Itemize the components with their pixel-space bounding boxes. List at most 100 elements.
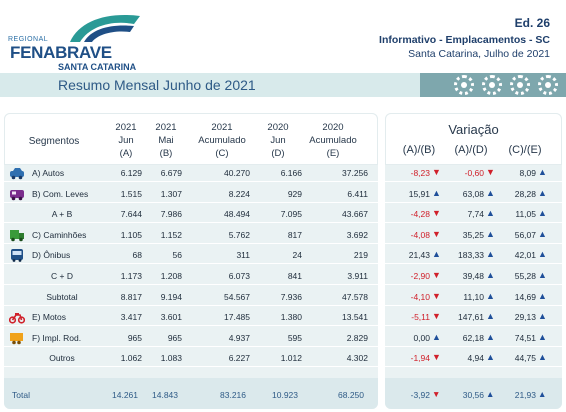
row-divider <box>385 201 562 203</box>
row-divider <box>4 366 378 368</box>
variation-cell: -1,94 <box>410 353 430 364</box>
value-cell: 7.986 <box>160 209 182 220</box>
value-cell: 37.256 <box>342 168 368 178</box>
variation-cell: 56,07 <box>514 229 536 240</box>
value-cell: 47.578 <box>342 291 368 302</box>
header-var-ad: (A)/(D) <box>454 144 488 156</box>
arrow-up-icon: ▲ <box>538 187 547 198</box>
arrow-up-icon: ▲ <box>486 352 495 363</box>
arrow-up-icon: ▲ <box>538 270 547 280</box>
row-divider <box>4 201 378 203</box>
logo-regional: REGIONAL <box>8 36 49 43</box>
value-cell: 4.302 <box>346 353 368 364</box>
value-cell: 9.194 <box>160 291 182 302</box>
header-col-b: 2021 Mai (B) <box>155 122 177 159</box>
header-segments: Segmentos <box>28 136 80 147</box>
header-var-ab: (A)/(B) <box>402 144 436 156</box>
row-divider <box>385 325 562 327</box>
arrow-up-icon: ▲ <box>486 208 495 219</box>
row-divider <box>385 284 562 285</box>
value-cell: 40.270 <box>224 168 250 178</box>
variation-cell: 42,01 <box>514 250 536 261</box>
arrow-down-icon: ▼ <box>432 352 441 363</box>
value-cell: 13.541 <box>342 312 368 323</box>
table-row: B) Com. Leves 1.515 1.307 8.224 929 6.411 15,9… <box>4 186 562 203</box>
header-col-e: 2020 Acumulado (E) <box>309 122 357 159</box>
arrow-up-icon: ▲ <box>538 389 547 399</box>
total-e: 68.250 <box>338 390 364 400</box>
variation-cell: 15,91 <box>408 188 430 199</box>
table-row: C) Caminhões 1.105 1.152 5.762 817 3.692 -4,08… <box>4 227 562 244</box>
value-cell: 8.224 <box>228 188 250 199</box>
variation-cell: 55,28 <box>514 271 536 281</box>
value-cell: 3.911 <box>347 271 368 281</box>
place-date: Santa Catarina, Julho de 2021 <box>408 48 550 60</box>
row-divider <box>385 263 562 265</box>
value-cell: 6.166 <box>280 168 302 178</box>
variation-cell: -4,10 <box>410 291 430 302</box>
variation-cell: -8,23 <box>410 168 430 178</box>
table-row: D) Ônibus 68 56 311 24 219 21,43 ▲ 183,33 ▲ 42,01 ▲ <box>4 247 562 265</box>
table-row: C + D 1.173 1.208 6.073 841 3.911 -2,90 ▼ 39,48 ▲… <box>4 268 562 285</box>
variation-cell: 21,43 <box>408 250 430 261</box>
value-cell: 841 <box>287 271 302 281</box>
segment-label: C) Caminhões <box>32 229 87 240</box>
row-divider <box>4 242 378 244</box>
gear-icon <box>454 75 474 95</box>
variation-cell: 28,28 <box>514 188 536 199</box>
value-cell: 6.227 <box>228 353 250 364</box>
table-row: Outros 1.062 1.083 6.227 1.012 4.302 -1,94 ▼ 4,9… <box>4 350 562 368</box>
motorcycle-icon <box>8 310 26 324</box>
variation-cell: 44,75 <box>514 353 536 364</box>
value-cell: 7.095 <box>280 209 302 220</box>
variation-cell: -4,08 <box>410 229 430 240</box>
arrow-up-icon: ▲ <box>486 331 495 342</box>
table-row: A) Autos 6.129 6.679 40.270 6.166 37.256 -8,23… <box>4 165 562 182</box>
row-divider <box>385 366 562 368</box>
truck-icon <box>9 228 25 242</box>
value-cell: 595 <box>287 332 302 343</box>
row-divider <box>4 181 378 182</box>
value-cell: 68 <box>132 250 142 261</box>
row-divider <box>4 284 378 285</box>
variation-cell: 4,94 <box>467 353 484 364</box>
value-cell: 24 <box>292 250 302 261</box>
table-row: F) Impl. Rod. 965 965 4.937 595 2.829 0,00 ▲ 62,… <box>4 330 562 347</box>
arrow-down-icon: ▼ <box>432 208 441 219</box>
arrow-up-icon: ▲ <box>538 290 547 301</box>
value-cell: 1.307 <box>160 188 182 199</box>
variation-cell: 39,48 <box>462 271 484 281</box>
data-panel <box>4 113 378 409</box>
value-cell: 6.129 <box>120 168 142 178</box>
total-var-ce: 21,93 <box>514 390 536 400</box>
variation-cell: -0,60 <box>464 168 484 178</box>
variation-cell: 63,08 <box>462 188 484 199</box>
logo-name: FENABRAVE <box>10 43 112 62</box>
arrow-up-icon: ▲ <box>486 389 495 399</box>
row-divider <box>4 345 378 347</box>
value-cell: 56 <box>172 250 182 261</box>
segment-label: F) Impl. Rod. <box>32 332 82 343</box>
value-cell: 1.208 <box>160 271 182 281</box>
fenabrave-logo: REGIONAL FENABRAVE SANTA CATARINA <box>6 12 146 72</box>
variation-cell: 0,00 <box>413 332 430 343</box>
value-cell: 219 <box>353 250 368 261</box>
variation-cell: 11,05 <box>515 209 536 220</box>
total-d: 10.923 <box>272 390 298 400</box>
value-cell: 1.012 <box>280 353 302 364</box>
value-cell: 6.679 <box>160 168 182 178</box>
arrow-up-icon: ▲ <box>486 228 495 239</box>
arrow-up-icon: ▲ <box>486 270 495 280</box>
arrow-down-icon: ▼ <box>432 167 441 177</box>
arrow-up-icon: ▲ <box>538 208 547 219</box>
logo-subtitle: SANTA CATARINA <box>58 62 137 72</box>
row-divider <box>385 242 562 244</box>
table-row: E) Motos 3.417 3.601 17.485 1.380 13.541 -5,11… <box>4 309 562 327</box>
row-divider <box>385 222 562 224</box>
segment-label: Subtotal <box>46 291 78 302</box>
value-cell: 1.152 <box>160 229 182 240</box>
gear-icon <box>538 75 558 95</box>
arrow-up-icon: ▲ <box>432 187 441 198</box>
arrow-up-icon: ▲ <box>432 249 441 260</box>
table-row: Subtotal 8.817 9.194 54.567 7.936 47.578 -4,10… <box>4 289 562 306</box>
